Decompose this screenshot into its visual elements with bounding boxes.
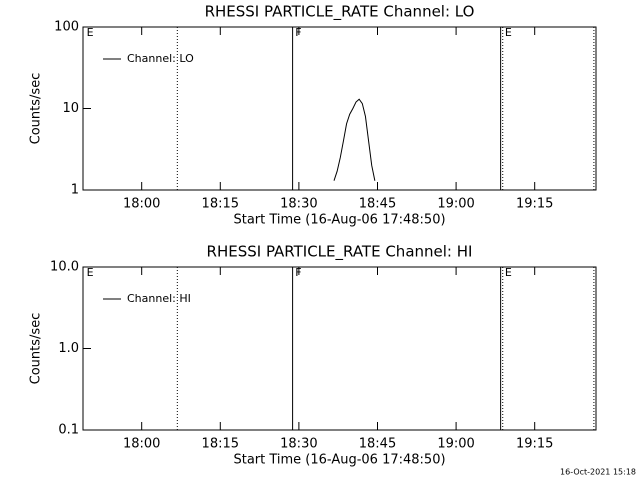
y-tick-label: 100: [54, 20, 79, 35]
x-tick-label: 19:15: [516, 197, 553, 212]
x-tick-label: 18:00: [123, 437, 160, 452]
flag-label: E: [505, 266, 512, 279]
footer: 16-Oct-2021 15:18: [560, 468, 636, 477]
x-tick-label: 18:15: [202, 437, 239, 452]
flag-label: E: [87, 26, 94, 39]
x-tick-label: 18:45: [359, 437, 396, 452]
x-tick-label: 18:30: [280, 437, 317, 452]
y-tick-label: 1.0: [58, 341, 79, 356]
legend-label: Channel: LO: [127, 52, 194, 65]
chart-title: RHESSI PARTICLE_RATE Channel: HI: [207, 243, 473, 262]
x-axis-label: Start Time (16-Aug-06 17:48:50): [233, 453, 445, 468]
flag-label: E: [87, 266, 94, 279]
x-tick-label: 18:30: [280, 197, 317, 212]
x-tick-label: 19:15: [516, 437, 553, 452]
chart-title: RHESSI PARTICLE_RATE Channel: LO: [205, 3, 475, 22]
x-tick-label: 18:15: [202, 197, 239, 212]
flag-label: F: [295, 266, 301, 279]
legend-label: Channel: HI: [127, 292, 191, 305]
x-tick-label: 19:00: [437, 197, 474, 212]
y-tick-label: 1: [71, 183, 79, 198]
x-tick-label: 18:45: [359, 197, 396, 212]
data-line: [334, 99, 577, 181]
y-tick-label: 10: [62, 101, 79, 116]
y-axis-label: Counts/sec: [29, 73, 44, 145]
y-tick-label: 10.0: [50, 260, 79, 275]
x-tick-label: 19:00: [437, 437, 474, 452]
x-axis-label: Start Time (16-Aug-06 17:48:50): [233, 213, 445, 228]
y-tick-label: 0.1: [58, 423, 79, 438]
x-tick-label: 18:00: [123, 197, 160, 212]
flag-label: F: [295, 26, 301, 39]
flag-label: E: [505, 26, 512, 39]
y-axis-label: Counts/sec: [29, 313, 44, 385]
